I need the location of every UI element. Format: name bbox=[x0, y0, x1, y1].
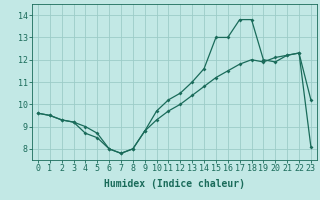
X-axis label: Humidex (Indice chaleur): Humidex (Indice chaleur) bbox=[104, 179, 245, 189]
